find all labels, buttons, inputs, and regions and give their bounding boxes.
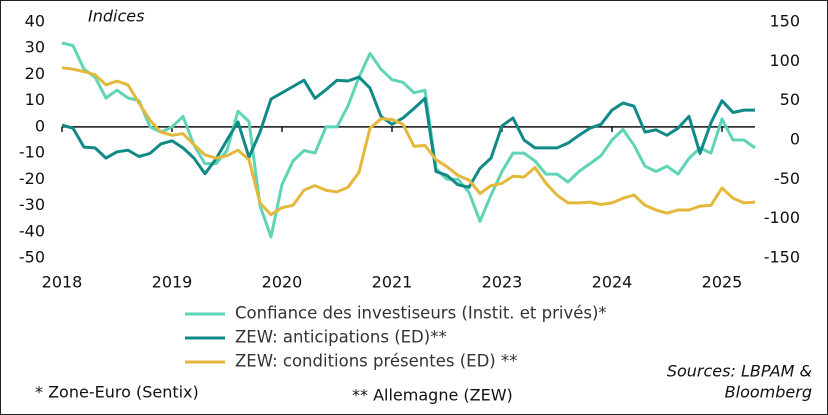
x-tick-label: 2019 <box>152 273 193 292</box>
y-axis-label: Indices <box>88 7 144 26</box>
y2-tick-label: 150 <box>769 12 800 31</box>
x-tick-label: 2024 <box>592 273 633 292</box>
x-tick-label: 2025 <box>702 273 743 292</box>
y-tick-label: -50 <box>19 248 45 267</box>
y2-tick-label: 0 <box>790 130 800 149</box>
series-line <box>61 41 756 239</box>
x-tick-label: 2018 <box>42 273 83 292</box>
source: Sources: LBPAM & <box>667 362 812 381</box>
legend-label: ZEW: anticipations (ED)** <box>235 328 447 347</box>
y2-tick-label: 50 <box>780 90 800 109</box>
y-tick-label: 0 <box>35 116 45 135</box>
x-tick-label: 2023 <box>482 273 523 292</box>
y-tick-label: -20 <box>19 169 45 188</box>
y-tick-label: -40 <box>19 221 45 240</box>
x-tick-label: 2021 <box>372 273 413 292</box>
series-line <box>61 66 756 217</box>
y-tick-label: 20 <box>25 64 45 83</box>
y-tick-label: -10 <box>19 143 45 162</box>
y-tick-label: 40 <box>25 12 45 31</box>
legend-label: ZEW: conditions présentes (ED) ** <box>235 352 517 371</box>
footnote: ** Allemagne (ZEW) <box>352 386 513 405</box>
footnote: * Zone-Euro (Sentix) <box>35 383 199 402</box>
series-line <box>61 75 755 189</box>
y-tick-label: 30 <box>25 38 45 57</box>
y-tick-label: 10 <box>25 90 45 109</box>
y-tick-label: -30 <box>19 195 45 214</box>
y2-tick-label: -100 <box>764 208 800 227</box>
y2-tick-label: -50 <box>774 169 800 188</box>
y2-tick-label: -150 <box>764 248 800 267</box>
legend-label: Confiance des investiseurs (Instit. et p… <box>235 304 607 323</box>
x-tick-label: 2020 <box>262 273 303 292</box>
y2-tick-label: 100 <box>769 51 800 70</box>
source: Bloomberg <box>725 383 812 402</box>
legend: Confiance des investiseurs (Instit. et p… <box>185 304 607 371</box>
